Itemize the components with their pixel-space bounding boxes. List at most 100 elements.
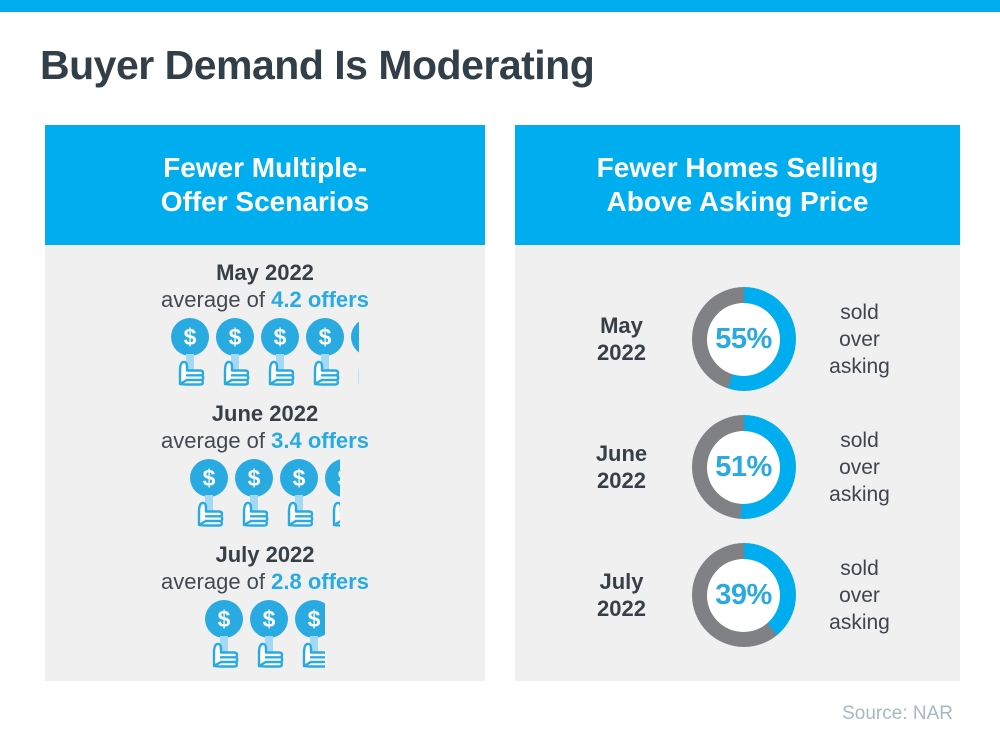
donut-chart: 39% — [691, 543, 796, 647]
offer-month-label: July 2022 — [215, 542, 315, 567]
source-attribution: Source: NAR — [842, 703, 953, 724]
dollar-thumbs-up-icon: $ — [280, 459, 318, 527]
offer-subtitle-prefix: average of — [161, 569, 272, 594]
donut-hole: 39% — [707, 558, 780, 632]
donut-chart: 55% — [691, 287, 796, 391]
dollar-sign-coin-icon: $ — [351, 318, 359, 356]
sign-stem — [250, 495, 258, 513]
offer-pictogram-row: $$$$ — [45, 459, 485, 527]
dollar-thumbs-up-icon: $ — [190, 459, 228, 527]
offer-pictogram-row: $ $ $ — [45, 600, 485, 668]
donut-row-may: May 2022 55% sold over asking — [515, 275, 960, 403]
sign-stem — [321, 354, 329, 372]
sign-stem — [265, 636, 273, 654]
dollar-thumbs-up-icon: $ — [250, 600, 288, 668]
donut-month-line: 2022 — [597, 468, 646, 493]
dollar-thumbs-up-icon: $ — [295, 600, 325, 668]
thumbs-up-icon — [178, 360, 205, 386]
sign-stem — [276, 354, 284, 372]
offer-subtitle-prefix: average of — [161, 428, 272, 453]
offer-value: 2.8 offers — [271, 569, 369, 594]
thumbs-up-icon — [242, 501, 269, 527]
sign-stem — [186, 354, 194, 372]
offer-value: 3.4 offers — [271, 428, 369, 453]
donut-hole: 55% — [707, 302, 780, 376]
sign-stem — [310, 636, 318, 654]
dollar-thumbs-up-icon: $ — [351, 318, 359, 386]
offer-month-label: June 2022 — [211, 401, 319, 426]
donut-month-line: July — [599, 569, 644, 594]
offer-value: 4.2 offers — [271, 287, 369, 312]
panel-header-line: Offer Scenarios — [160, 186, 370, 217]
donut-month-line: 2022 — [597, 340, 646, 365]
panel-multiple-offers-header: Fewer Multiple- Offer Scenarios — [45, 125, 485, 245]
panel-multiple-offers: Fewer Multiple- Offer Scenarios May 2022… — [45, 125, 485, 681]
donut-caption: sold over asking — [829, 428, 890, 506]
dollar-sign-coin-icon: $ — [295, 600, 325, 638]
offer-pictogram-row: $$$$$ — [45, 318, 485, 386]
thumbs-up-icon — [302, 642, 325, 668]
donut-month-label: June 2022 — [566, 440, 678, 494]
offer-subtitle-prefix: average of — [161, 287, 272, 312]
dollar-thumbs-up-icon: $ — [325, 459, 340, 527]
donut-percent-label: 55% — [715, 322, 772, 355]
thumbs-up-icon — [332, 501, 340, 527]
donut-percent-label: 51% — [715, 450, 772, 483]
sign-stem — [220, 636, 228, 654]
dollar-sign-coin-icon: $ — [280, 459, 318, 497]
dollar-sign-coin-icon: $ — [325, 459, 340, 497]
dollar-thumbs-up-icon: $ — [205, 600, 243, 668]
donut-percent-label: 39% — [715, 578, 772, 611]
offer-group-july: July 2022 average of 2.8 offers $ $ $ — [45, 541, 485, 668]
panel-header-line: Above Asking Price — [606, 186, 869, 217]
page-title: Buyer Demand Is Moderating — [40, 42, 595, 88]
donut-chart-list: May 2022 55% sold over asking June 2022 … — [515, 245, 960, 659]
dollar-sign-coin-icon: $ — [261, 318, 299, 356]
sign-stem — [295, 495, 303, 513]
panel-header-line: Fewer Multiple- — [163, 152, 367, 183]
offer-subtitle: average of 2.8 offers — [45, 568, 485, 595]
sign-stem — [205, 495, 213, 513]
offer-group-may: May 2022 average of 4.2 offers $$$$$ — [45, 259, 485, 386]
donut-month-label: May 2022 — [566, 312, 678, 366]
offer-group-june: June 2022 average of 3.4 offers $$$$ — [45, 400, 485, 527]
donut-caption: sold over asking — [829, 300, 890, 378]
offer-subtitle: average of 3.4 offers — [45, 427, 485, 454]
donut-row-june: June 2022 51% sold over asking — [515, 403, 960, 531]
donut-month-label: July 2022 — [566, 568, 678, 622]
thumbs-up-icon — [268, 360, 295, 386]
dollar-thumbs-up-icon: $ — [261, 318, 299, 386]
dollar-sign-coin-icon: $ — [190, 459, 228, 497]
panel-sold-over-asking: Fewer Homes Selling Above Asking Price M… — [515, 125, 960, 681]
thumbs-up-icon — [212, 642, 239, 668]
donut-month-line: June — [595, 441, 648, 466]
thumbs-up-icon — [313, 360, 340, 386]
donut-hole: 51% — [707, 430, 780, 504]
dollar-thumbs-up-icon: $ — [306, 318, 344, 386]
top-accent-bar — [0, 0, 1000, 12]
dollar-thumbs-up-icon: $ — [235, 459, 273, 527]
dollar-thumbs-up-icon: $ — [171, 318, 209, 386]
donut-month-line: May — [600, 313, 643, 338]
thumbs-up-icon — [257, 642, 284, 668]
dollar-sign-coin-icon: $ — [205, 600, 243, 638]
sign-stem — [231, 354, 239, 372]
donut-month-line: 2022 — [597, 596, 646, 621]
donut-chart: 51% — [691, 415, 796, 519]
thumbs-up-icon — [287, 501, 314, 527]
dollar-sign-coin-icon: $ — [216, 318, 254, 356]
dollar-sign-coin-icon: $ — [250, 600, 288, 638]
offer-subtitle: average of 4.2 offers — [45, 286, 485, 313]
dollar-sign-coin-icon: $ — [235, 459, 273, 497]
dollar-thumbs-up-icon: $ — [216, 318, 254, 386]
thumbs-up-icon — [197, 501, 224, 527]
donut-caption: sold over asking — [829, 556, 890, 634]
thumbs-up-icon — [223, 360, 250, 386]
panel-header-line: Fewer Homes Selling — [596, 152, 879, 183]
panel-sold-over-asking-header: Fewer Homes Selling Above Asking Price — [515, 125, 960, 245]
donut-row-july: July 2022 39% sold over asking — [515, 531, 960, 659]
dollar-sign-coin-icon: $ — [171, 318, 209, 356]
thumbs-up-icon — [358, 367, 359, 385]
dollar-sign-coin-icon: $ — [306, 318, 344, 356]
offer-month-label: May 2022 — [216, 260, 314, 285]
